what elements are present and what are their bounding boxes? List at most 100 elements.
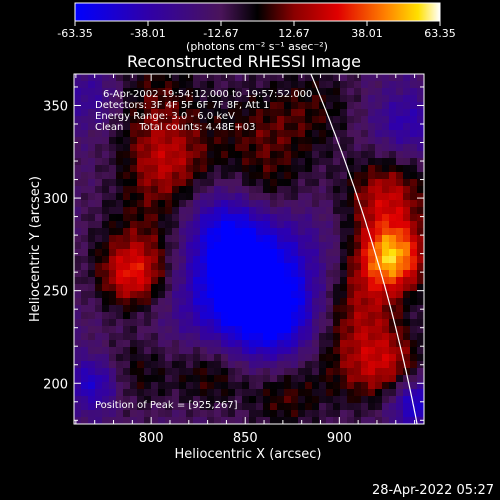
heatmap-cell bbox=[109, 263, 117, 271]
heatmap-cell bbox=[263, 354, 271, 362]
heatmap-cell bbox=[284, 305, 292, 313]
heatmap-cell bbox=[74, 263, 82, 271]
heatmap-cell bbox=[137, 347, 145, 355]
heatmap-cell bbox=[326, 396, 334, 404]
heatmap-cell bbox=[333, 333, 341, 341]
heatmap-cell bbox=[375, 193, 383, 201]
heatmap-cell bbox=[186, 137, 194, 145]
heatmap-cell bbox=[270, 354, 278, 362]
heatmap-cell bbox=[333, 263, 341, 271]
heatmap-cell bbox=[249, 88, 257, 96]
heatmap-cell bbox=[249, 109, 257, 117]
heatmap-cell bbox=[102, 354, 110, 362]
heatmap-cell bbox=[123, 102, 131, 110]
heatmap-cell bbox=[207, 179, 215, 187]
heatmap-cell bbox=[354, 144, 362, 152]
heatmap-cell bbox=[298, 144, 306, 152]
heatmap-cell bbox=[382, 305, 390, 313]
heatmap-cell bbox=[193, 277, 201, 285]
heatmap-cell bbox=[242, 207, 250, 215]
heatmap-cell bbox=[207, 116, 215, 124]
heatmap-cell bbox=[88, 368, 96, 376]
heatmap-cell bbox=[165, 102, 173, 110]
heatmap-cell bbox=[270, 326, 278, 334]
heatmap-cell bbox=[256, 277, 264, 285]
heatmap-cell bbox=[347, 249, 355, 257]
heatmap-cell bbox=[347, 298, 355, 306]
heatmap-cell bbox=[333, 256, 341, 264]
heatmap-cell bbox=[151, 235, 159, 243]
heatmap-cell bbox=[340, 144, 348, 152]
heatmap-cell bbox=[375, 81, 383, 89]
heatmap-cell bbox=[417, 137, 424, 145]
heatmap-cell bbox=[144, 137, 152, 145]
heatmap-cell bbox=[298, 340, 306, 348]
heatmap-cell bbox=[403, 193, 411, 201]
heatmap-cell bbox=[172, 193, 180, 201]
heatmap-cell bbox=[368, 375, 376, 383]
heatmap-cell bbox=[249, 263, 257, 271]
heatmap-cell bbox=[417, 284, 424, 292]
heatmap-cell bbox=[221, 305, 229, 313]
heatmap-cell bbox=[354, 326, 362, 334]
heatmap-cell bbox=[109, 81, 117, 89]
heatmap-cell bbox=[242, 354, 250, 362]
heatmap-cell bbox=[333, 382, 341, 390]
heatmap-cell bbox=[123, 207, 131, 215]
heatmap-cell bbox=[291, 151, 299, 159]
heatmap-cell bbox=[74, 172, 82, 180]
heatmap-cell bbox=[389, 137, 397, 145]
heatmap-cell bbox=[102, 228, 110, 236]
heatmap-cell bbox=[130, 158, 138, 166]
heatmap-cell bbox=[81, 340, 89, 348]
heatmap-cell bbox=[277, 95, 285, 103]
heatmap-cell bbox=[193, 410, 201, 418]
heatmap-cell bbox=[368, 137, 376, 145]
heatmap-cell bbox=[291, 102, 299, 110]
heatmap-cell bbox=[123, 263, 131, 271]
heatmap-cell bbox=[403, 382, 411, 390]
heatmap-cell bbox=[88, 326, 96, 334]
heatmap-cell bbox=[291, 382, 299, 390]
heatmap-cell bbox=[403, 137, 411, 145]
heatmap-cell bbox=[326, 95, 334, 103]
heatmap-cell bbox=[340, 312, 348, 320]
heatmap-cell bbox=[137, 74, 145, 82]
heatmap-cell bbox=[361, 151, 369, 159]
heatmap-cell bbox=[333, 74, 341, 82]
heatmap-cell bbox=[242, 396, 250, 404]
heatmap-cell bbox=[200, 88, 208, 96]
heatmap-cell bbox=[319, 347, 327, 355]
heatmap-cell bbox=[389, 151, 397, 159]
heatmap-cell bbox=[144, 165, 152, 173]
heatmap-cell bbox=[144, 263, 152, 271]
heatmap-cell bbox=[284, 319, 292, 327]
heatmap-cell bbox=[333, 277, 341, 285]
heatmap-cell bbox=[186, 207, 194, 215]
heatmap-cell bbox=[221, 165, 229, 173]
heatmap-cell bbox=[305, 291, 313, 299]
heatmap-cell bbox=[228, 417, 236, 424]
heatmap-cell bbox=[249, 410, 257, 418]
heatmap-cell bbox=[95, 333, 103, 341]
heatmap-cell bbox=[88, 382, 96, 390]
heatmap-cell bbox=[116, 417, 124, 424]
heatmap-cell bbox=[277, 375, 285, 383]
x-tick-label: 800 bbox=[139, 431, 164, 446]
heatmap-cell bbox=[368, 354, 376, 362]
heatmap-cell bbox=[74, 116, 82, 124]
heatmap-cell bbox=[333, 179, 341, 187]
heatmap-cell bbox=[172, 235, 180, 243]
heatmap-cell bbox=[116, 354, 124, 362]
heatmap-cell bbox=[179, 354, 187, 362]
heatmap-cell bbox=[109, 151, 117, 159]
heatmap-cell bbox=[186, 410, 194, 418]
heatmap-cell bbox=[249, 298, 257, 306]
heatmap-cell bbox=[368, 102, 376, 110]
heatmap-cell bbox=[270, 123, 278, 131]
heatmap-cell bbox=[158, 81, 166, 89]
heatmap-cell bbox=[389, 256, 397, 264]
heatmap-cell bbox=[179, 417, 187, 424]
heatmap-cell bbox=[354, 235, 362, 243]
heatmap-cell bbox=[235, 256, 243, 264]
